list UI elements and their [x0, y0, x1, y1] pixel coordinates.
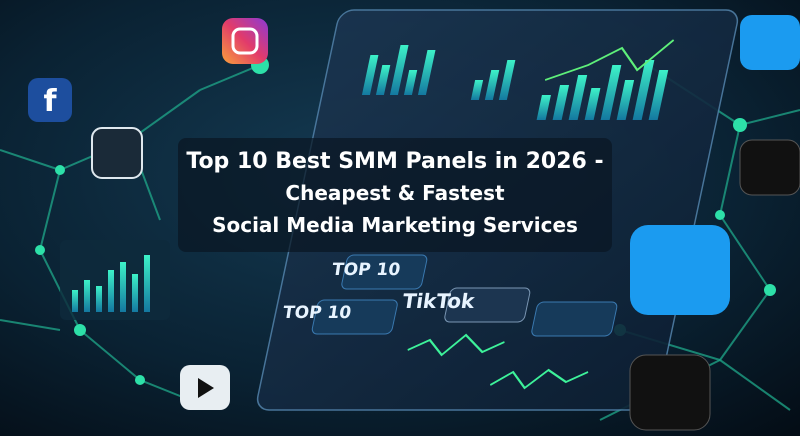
facebook-icon [28, 78, 72, 122]
node [135, 375, 145, 385]
tag-box [341, 254, 428, 290]
tag-box [444, 287, 531, 323]
tag-label: TikTok [401, 289, 477, 313]
node [733, 118, 747, 132]
bar [552, 85, 570, 120]
bar [132, 274, 138, 312]
title-line: Top 10 Best SMM Panels in 2026 - [186, 149, 603, 174]
bar [361, 55, 379, 95]
node [715, 210, 725, 220]
instagram-glyph [231, 27, 259, 55]
tag-label: TOP 10 [331, 260, 402, 280]
bar [498, 60, 516, 100]
bar [600, 65, 622, 120]
bar [568, 75, 588, 120]
facebook-glyph: f [43, 84, 57, 119]
left-chart [60, 240, 170, 320]
node [35, 245, 45, 255]
bar [632, 60, 655, 120]
bar [96, 286, 102, 312]
title-line: Social Media Marketing Services [212, 213, 578, 237]
bar [144, 255, 150, 312]
node [764, 284, 776, 296]
twitter-icon [630, 225, 730, 315]
title-line: Cheapest & Fastest [285, 181, 505, 205]
bar [403, 70, 418, 95]
tiktok-icon [739, 139, 800, 196]
tag-label: TOP 10 [282, 303, 353, 323]
bar [584, 88, 601, 120]
bar [375, 65, 391, 95]
twitter-icon [740, 15, 800, 70]
youtube-glyph [198, 378, 214, 398]
bar [417, 50, 436, 95]
tag-box [311, 299, 398, 335]
node [74, 324, 86, 336]
bar [108, 270, 114, 312]
wave-line [489, 368, 589, 390]
title-backdrop [178, 138, 612, 252]
node [55, 165, 65, 175]
tag-box [531, 301, 618, 337]
app-icon [91, 127, 143, 179]
bar [389, 45, 409, 95]
tiktok-icon [629, 354, 711, 431]
bar [72, 290, 78, 312]
bar [84, 280, 90, 312]
bar [536, 95, 551, 120]
trend-line [544, 39, 675, 81]
instagram-icon [222, 18, 268, 64]
bar [648, 70, 669, 120]
bar [484, 70, 500, 100]
bar [120, 262, 126, 312]
wave-line [407, 333, 505, 357]
bar [616, 80, 635, 120]
bar [470, 80, 484, 100]
